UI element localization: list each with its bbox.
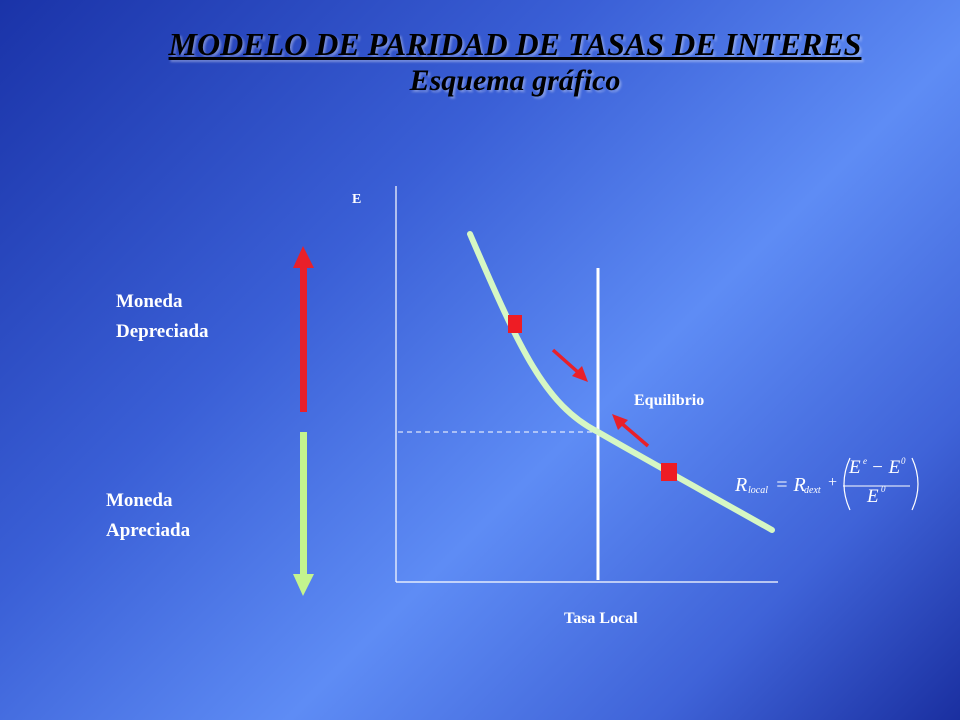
upper-marker <box>508 315 522 333</box>
formula-plus: + <box>827 474 838 491</box>
formula-den-sup: 0 <box>881 484 886 494</box>
page-subtitle: Esquema gráfico <box>409 64 621 97</box>
depreciation-up-arrow-icon <box>293 246 314 412</box>
formula-left-paren <box>843 457 851 511</box>
formula-num-sup: e <box>863 456 867 466</box>
depreciated-label-line2: Depreciada <box>116 321 209 342</box>
y-axis-label: E <box>352 192 362 207</box>
depreciated-label-line1: Moneda <box>116 291 183 312</box>
equilibrium-label: Equilibrio <box>634 392 705 409</box>
lower-marker <box>661 463 677 481</box>
appreciated-label: Moneda Apreciada <box>106 486 190 546</box>
arrow-down-right-icon <box>551 348 588 382</box>
formula-rhs-sub: dext <box>804 485 821 496</box>
formula-den: E <box>867 486 879 507</box>
formula-right-paren <box>911 457 919 511</box>
arrow-up-left-icon <box>612 414 650 448</box>
appreciated-label-line2: Apreciada <box>106 520 191 541</box>
appreciation-down-arrow-icon <box>293 432 314 596</box>
formula-minus: − E <box>871 457 901 478</box>
page-title: MODELO DE PARIDAD DE TASAS DE INTERES <box>168 26 862 62</box>
formula-eq: = R <box>775 474 806 496</box>
x-axis-label: Tasa Local <box>564 610 638 627</box>
appreciated-label-line1: Moneda <box>106 490 173 511</box>
formula-num: E <box>849 457 861 478</box>
formula-lhs: R <box>735 474 748 496</box>
depreciated-label: Moneda Depreciada <box>116 287 209 347</box>
formula-num-sup2: 0 <box>901 456 906 466</box>
parity-curve <box>467 231 775 533</box>
formula-lhs-sub: local <box>748 485 768 496</box>
parity-formula: R local = R dext + E e − E 0 E 0 <box>733 454 923 514</box>
